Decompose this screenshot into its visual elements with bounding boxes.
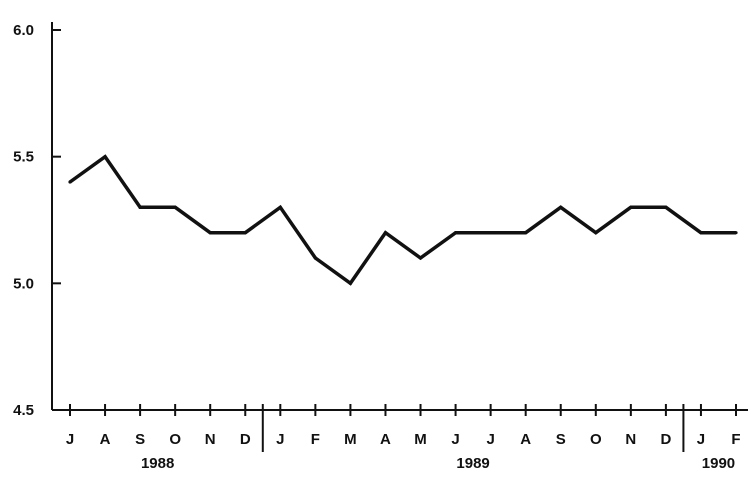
month-label: O xyxy=(590,431,602,448)
month-label: J xyxy=(66,431,74,448)
data-point xyxy=(68,180,72,184)
month-label: S xyxy=(135,431,145,448)
axes xyxy=(51,22,748,411)
data-point xyxy=(243,231,247,235)
month-label: D xyxy=(240,431,251,448)
month-label: D xyxy=(660,431,671,448)
data-point xyxy=(699,231,703,235)
data-point xyxy=(208,231,212,235)
month-label: A xyxy=(520,431,531,448)
month-label: J xyxy=(697,431,705,448)
month-label: J xyxy=(451,431,459,448)
data-point xyxy=(313,256,317,260)
month-label: M xyxy=(414,431,427,448)
data-point xyxy=(453,231,458,235)
data-point xyxy=(103,155,107,159)
month-label: S xyxy=(556,431,566,448)
y-tick-label: 5.5 xyxy=(13,149,34,166)
data-point xyxy=(524,231,528,235)
series-group xyxy=(68,154,738,286)
data-point xyxy=(489,231,493,235)
x-axis-ticks: J A S O N D J F M A M J J A S O N D J F 1988 1989 1990 xyxy=(66,404,741,472)
month-label: O xyxy=(169,431,181,448)
month-label: F xyxy=(311,431,320,448)
data-point xyxy=(418,256,423,260)
month-label: N xyxy=(205,431,216,448)
month-label: A xyxy=(100,431,111,448)
y-tick-label: 5.0 xyxy=(13,275,34,292)
month-label: J xyxy=(276,431,284,448)
data-point xyxy=(594,231,598,235)
data-point xyxy=(173,205,177,209)
month-label: A xyxy=(380,431,391,448)
month-label: N xyxy=(625,431,636,448)
month-label: M xyxy=(344,431,357,448)
data-point xyxy=(734,231,738,235)
year-label: 1990 xyxy=(702,455,735,472)
data-point xyxy=(138,205,142,209)
data-point xyxy=(664,205,668,209)
year-label: 1989 xyxy=(456,455,489,472)
series-line xyxy=(68,154,736,286)
y-axis-ticks: 4.5 5.0 5.5 6.0 xyxy=(13,22,61,419)
data-point xyxy=(559,205,563,209)
data-point xyxy=(348,281,353,285)
year-label: 1988 xyxy=(141,455,174,472)
data-point xyxy=(629,205,633,209)
data-point xyxy=(383,231,388,235)
data-point xyxy=(278,205,282,209)
y-tick-label: 4.5 xyxy=(13,402,34,419)
month-label: F xyxy=(731,431,740,448)
y-tick-label: 6.0 xyxy=(13,22,34,39)
month-label: J xyxy=(486,431,494,448)
